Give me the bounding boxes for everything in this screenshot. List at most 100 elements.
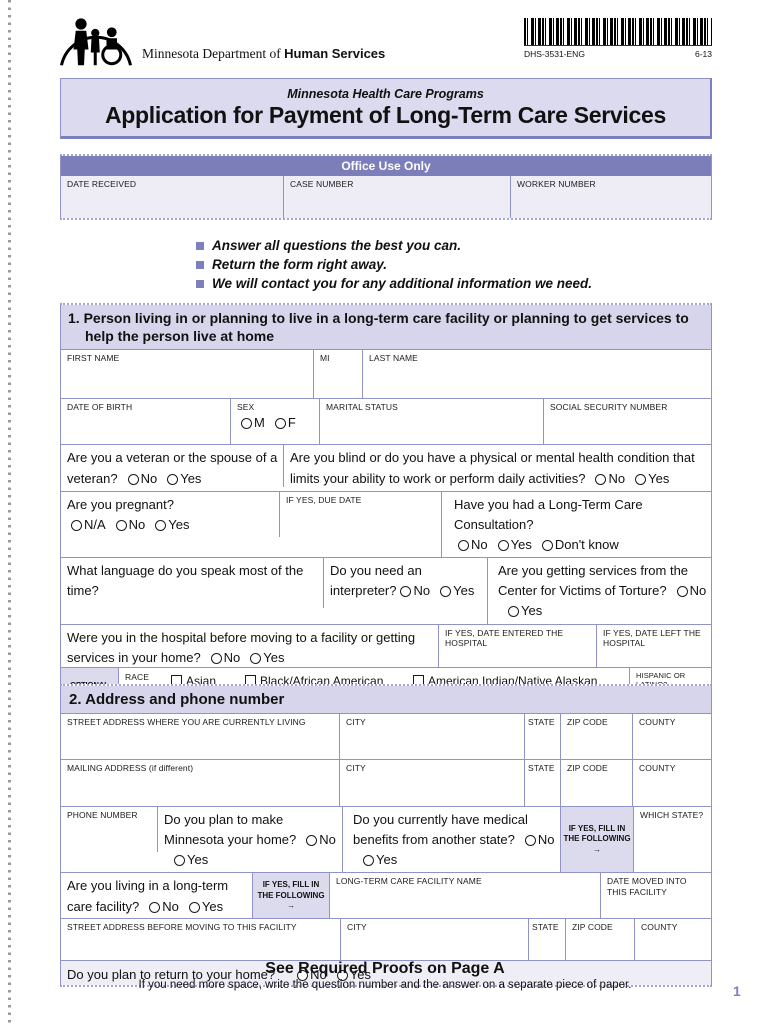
field-street-current[interactable]: STREET ADDRESS WHERE YOU ARE CURRENTLY L… [61, 714, 340, 759]
field-due-date[interactable]: IF YES, DUE DATE [280, 491, 442, 558]
field-date-of-birth[interactable]: DATE OF BIRTH [61, 399, 231, 445]
question-text: Are you blind or do you have a physical … [290, 450, 695, 486]
radio-label: Yes [648, 470, 670, 486]
radio-living-facility-no[interactable] [149, 901, 161, 913]
field-marital-status[interactable]: MARITAL STATUS [320, 399, 544, 445]
program-title: Minnesota Health Care Programs [287, 87, 484, 101]
field-mi[interactable]: MI [314, 350, 363, 399]
radio-ltc-no[interactable] [458, 539, 469, 551]
question-language[interactable]: What language do you speak most of the t… [61, 558, 324, 609]
field-date-left-hospital[interactable]: IF YES, DATE LEFT THE HOSPITAL [597, 625, 711, 667]
radio-med-benefits-no[interactable] [524, 835, 536, 847]
radio-interpreter-no[interactable] [400, 586, 412, 598]
field-label: DATE OF BIRTH [67, 402, 133, 413]
bullet-square-icon [196, 260, 204, 269]
field-last-name[interactable]: LAST NAME [363, 350, 711, 398]
field-date-received[interactable]: DATE RECEIVED [61, 176, 284, 218]
radio-hospital-no[interactable] [210, 652, 222, 664]
radio-label: No [223, 649, 241, 665]
if-yes-fill-in-note: IF YES, FILL IN THE FOLLOWING → [561, 807, 634, 873]
radio-label: No [162, 898, 179, 914]
field-city-before[interactable]: CITY [341, 919, 529, 961]
bullet-square-icon [196, 241, 204, 250]
radio-label: No [689, 583, 707, 599]
radio-pregnant-yes[interactable] [155, 519, 167, 531]
radio-sex-m[interactable] [241, 418, 252, 429]
question-text: Are you pregnant? [67, 496, 174, 512]
radio-mn-home-no[interactable] [306, 835, 318, 847]
field-county-before[interactable]: COUNTY [635, 919, 711, 960]
radio-interpreter-yes[interactable] [440, 586, 452, 598]
field-zip-current[interactable]: ZIP CODE [561, 714, 633, 759]
radio-disability-yes[interactable] [635, 473, 647, 485]
radio-label: No [413, 583, 431, 599]
field-worker-number[interactable]: WORKER NUMBER [511, 176, 711, 218]
field-label: STREET ADDRESS WHERE YOU ARE CURRENTLY L… [67, 717, 306, 727]
department-name-bold: Human Services [284, 46, 386, 61]
question-disability: Are you blind or do you have a physical … [284, 445, 711, 490]
field-facility-name[interactable]: LONG-TERM CARE FACILITY NAME [330, 873, 601, 919]
question-text: What language do you speak most of the t… [67, 563, 304, 599]
field-county-current[interactable]: COUNTY [633, 714, 711, 759]
field-label: CITY [347, 922, 367, 933]
radio-ltc-dont-know[interactable] [541, 539, 553, 551]
radio-label: No [608, 470, 626, 486]
field-state-current[interactable]: STATE [525, 714, 561, 759]
field-ssn[interactable]: SOCIAL SECURITY NUMBER [544, 399, 711, 444]
field-which-state[interactable]: WHICH STATE? [634, 807, 711, 872]
field-zip-mailing[interactable]: ZIP CODE [561, 760, 633, 806]
question-interpreter: Do you need an interpreter? No Yes [324, 558, 488, 624]
section-2: 2. Address and phone number STREET ADDRE… [60, 684, 712, 988]
radio-ltc-yes[interactable] [497, 539, 509, 551]
field-label: COUNTY [639, 717, 676, 727]
form-revision: 6-13 [694, 49, 712, 59]
barcode-block: DHS-3531-ENG 6-13 [524, 18, 712, 59]
section-1-heading: 1. Person living in or planning to live … [61, 305, 711, 351]
field-state-mailing[interactable]: STATE [525, 760, 561, 806]
radio-hospital-yes[interactable] [250, 652, 262, 664]
radio-label: Yes [263, 649, 285, 665]
office-use-header: Office Use Only [61, 156, 711, 176]
question-mn-home: Do you plan to make Minnesota your home?… [158, 807, 343, 873]
field-zip-before[interactable]: ZIP CODE [566, 919, 635, 961]
field-label: WORKER NUMBER [517, 179, 596, 189]
radio-sex-f[interactable] [274, 418, 286, 429]
form-title: Application for Payment of Long-Term Car… [105, 102, 666, 128]
dhs-logo [60, 18, 132, 66]
radio-pregnant-na[interactable] [71, 519, 82, 531]
question-text: Are you a veteran or the spouse of a vet… [67, 450, 278, 486]
field-state-before[interactable]: STATE [529, 919, 566, 961]
field-mailing-address[interactable]: MAILING ADDRESS (if different) [61, 760, 340, 806]
question-torture-services: Are you getting services from the Center… [488, 558, 711, 623]
field-label: IF YES, DUE DATE [286, 494, 362, 505]
question-hospital: Were you in the hospital before moving t… [61, 624, 439, 667]
instruction-text: We will contact you for any additional i… [212, 276, 593, 291]
radio-veteran-no[interactable] [127, 473, 139, 485]
field-case-number[interactable]: CASE NUMBER [284, 176, 511, 218]
radio-torture-no[interactable] [676, 586, 688, 598]
radio-living-facility-yes[interactable] [188, 901, 200, 913]
radio-label: No [319, 832, 336, 848]
barcode-icon [524, 18, 712, 46]
field-county-mailing[interactable]: COUNTY [633, 760, 711, 806]
radio-disability-no[interactable] [595, 473, 607, 485]
field-date-moved[interactable]: DATE MOVED INTO THIS FACILITY [601, 873, 711, 918]
radio-pregnant-no[interactable] [115, 519, 127, 531]
field-date-entered-hospital[interactable]: IF YES, DATE ENTERED THE HOSPITAL [439, 624, 597, 667]
radio-label: Don't know [554, 536, 619, 552]
field-phone-number[interactable]: PHONE NUMBER [61, 807, 158, 852]
field-city-current[interactable]: CITY [340, 714, 525, 759]
field-city-mailing[interactable]: CITY [340, 760, 525, 806]
radio-torture-yes[interactable] [508, 606, 519, 618]
radio-mn-home-yes[interactable] [174, 855, 185, 867]
field-first-name[interactable]: FIRST NAME [61, 350, 314, 399]
field-label: COUNTY [639, 763, 676, 773]
radio-veteran-yes[interactable] [167, 473, 179, 485]
field-label: PHONE NUMBER [67, 810, 138, 820]
radio-return-home-no[interactable] [297, 970, 309, 982]
radio-return-home-yes[interactable] [336, 970, 348, 982]
radio-med-benefits-yes[interactable] [363, 855, 374, 867]
field-street-before[interactable]: STREET ADDRESS BEFORE MOVING TO THIS FAC… [61, 919, 341, 961]
field-label: LAST NAME [369, 353, 418, 364]
question-text: Do you plan to make Minnesota your home? [164, 812, 297, 848]
